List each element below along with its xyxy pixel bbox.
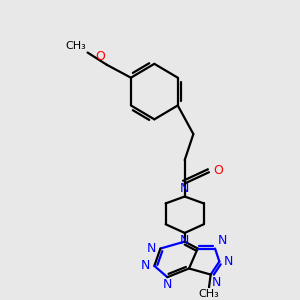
Text: CH₃: CH₃	[199, 289, 219, 299]
Text: N: N	[218, 234, 227, 247]
Text: O: O	[213, 164, 223, 177]
Text: CH₃: CH₃	[65, 41, 86, 51]
Text: N: N	[180, 234, 189, 247]
Text: N: N	[212, 276, 221, 289]
Text: N: N	[147, 242, 157, 255]
Text: N: N	[180, 182, 189, 195]
Text: O: O	[95, 50, 105, 63]
Text: N: N	[141, 260, 150, 272]
Text: N: N	[223, 255, 233, 268]
Text: N: N	[163, 278, 172, 292]
